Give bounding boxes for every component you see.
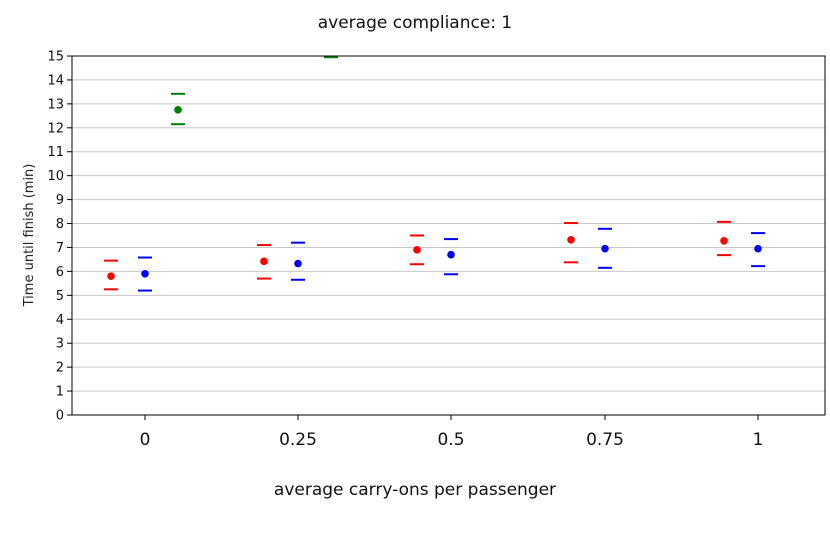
y-tick-label: 13	[47, 97, 64, 112]
x-tick-label: 0.75	[586, 430, 624, 450]
y-tick-label: 5	[56, 289, 64, 304]
data-point	[720, 236, 728, 245]
x-tick-label: 0	[140, 430, 151, 450]
y-tick-label: 6	[56, 265, 64, 280]
plot-frame	[71, 55, 826, 416]
y-tick-label: 11	[47, 145, 64, 160]
y-tick-label: 7	[56, 241, 64, 256]
y-tick-label: 0	[56, 409, 64, 424]
data-point	[107, 272, 115, 280]
x-axis: 0 0.25 0.5 0.75 1	[140, 415, 764, 450]
y-tick-label: 3	[56, 337, 64, 352]
y-axis-label: Time until finish (min)	[22, 164, 37, 308]
y-tick-label: 12	[47, 121, 64, 136]
x-tick-label: 0.5	[437, 430, 464, 450]
y-tick-label: 10	[47, 169, 64, 184]
data-point	[294, 259, 302, 268]
y-tick-label: 1	[56, 385, 64, 400]
x-tick-label: 0.25	[279, 430, 317, 450]
data-point	[601, 244, 609, 253]
y-tick-label: 14	[47, 73, 64, 88]
data-point	[413, 246, 421, 254]
data-point	[174, 106, 182, 114]
y-tick-label: 15	[47, 50, 64, 65]
data-point	[567, 236, 575, 244]
x-tick-label: 1	[753, 430, 764, 450]
data-point	[447, 250, 455, 259]
data-point	[141, 269, 149, 278]
data-point	[754, 244, 762, 253]
y-tick-label: 4	[56, 313, 64, 328]
gridlines	[72, 55, 825, 416]
data-point	[260, 257, 268, 266]
x-axis-label: average carry-ons per passenger	[274, 480, 556, 500]
y-tick-label: 9	[56, 193, 64, 208]
y-tick-label: 8	[56, 217, 64, 232]
data-marks	[104, 56, 765, 292]
chart-title: average compliance: 1	[318, 13, 513, 33]
y-tick-label: 2	[56, 361, 64, 376]
